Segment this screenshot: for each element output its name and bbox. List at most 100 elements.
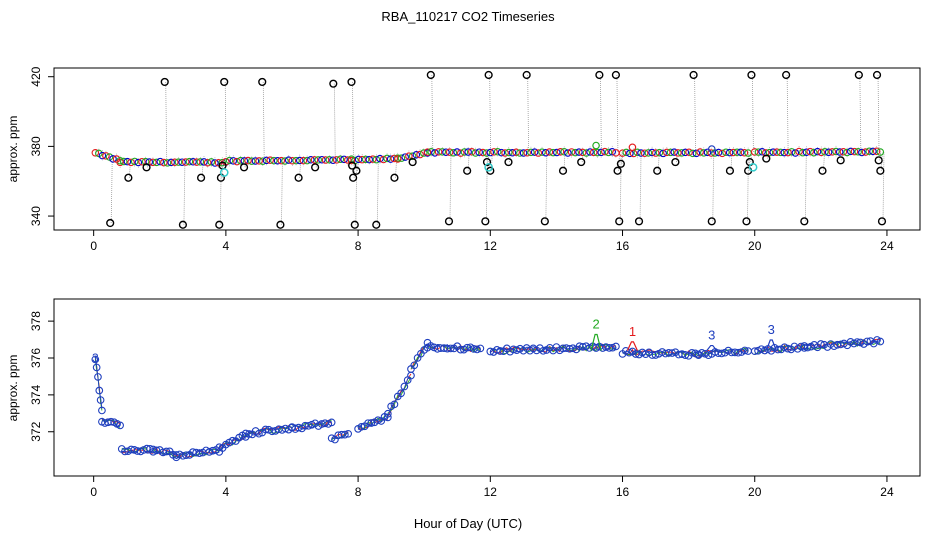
top-outlier-point xyxy=(671,157,680,167)
bottom-series-line-1 xyxy=(490,343,616,354)
top-outlier-point xyxy=(372,220,381,229)
bottom-series-point xyxy=(608,343,617,352)
top-outlier-point xyxy=(215,220,224,229)
top-baseline-point xyxy=(601,147,609,156)
bottom-series-point xyxy=(228,436,237,445)
top-baseline-point xyxy=(516,149,524,157)
bottom-xtick-label: 12 xyxy=(484,485,498,499)
top-outlier-point xyxy=(725,166,735,175)
figure-title: RBA_110217 CO2 Timeseries xyxy=(381,9,555,24)
top-baseline-point xyxy=(670,148,678,156)
top-baseline-point xyxy=(769,148,777,156)
bottom-series-line-3 xyxy=(698,348,749,358)
top-baseline-point xyxy=(340,155,348,164)
top-baseline-point xyxy=(626,149,634,158)
top-baseline-point xyxy=(674,149,682,157)
top-baseline-point xyxy=(666,148,675,157)
bottom-spike-label: 3 xyxy=(708,328,715,343)
top-outlier-connector xyxy=(786,74,789,153)
top-baseline-point xyxy=(608,147,616,156)
bottom-series-point xyxy=(182,451,191,460)
top-baseline-point xyxy=(564,149,572,157)
bottom-ytick-label: 378 xyxy=(29,311,43,331)
top-baseline-point xyxy=(479,148,487,157)
top-baseline-point xyxy=(865,147,874,156)
top-outlier-point xyxy=(481,217,490,226)
top-baseline-point xyxy=(369,155,377,163)
top-baseline-point xyxy=(344,156,352,164)
top-outlier-point xyxy=(874,156,883,165)
top-baseline-point xyxy=(534,149,543,157)
bottom-series-point xyxy=(397,389,405,398)
top-baseline-point xyxy=(284,156,293,164)
top-outlier-connector xyxy=(619,152,622,222)
top-outlier-connector xyxy=(165,81,168,163)
top-baseline-point xyxy=(449,149,458,157)
bottom-series-point xyxy=(383,413,392,422)
top-outlier-point xyxy=(348,161,357,170)
top-outlier-point xyxy=(294,173,303,182)
top-outlier-connector xyxy=(487,152,490,163)
top-baseline-point xyxy=(412,151,421,159)
top-outlier-point xyxy=(613,166,622,175)
top-baseline-point xyxy=(622,148,630,157)
top-baseline-point xyxy=(141,157,150,166)
top-baseline-point xyxy=(207,158,216,166)
top-baseline-point xyxy=(541,149,550,157)
top-baseline-point xyxy=(762,149,770,157)
top-baseline-point xyxy=(229,157,238,165)
top-ytick-label: 380 xyxy=(29,136,43,156)
top-baseline-point xyxy=(185,157,194,166)
top-baseline-point xyxy=(810,148,818,157)
top-baseline-point xyxy=(655,148,664,157)
top-outlier-point xyxy=(876,166,885,175)
top-baseline-point xyxy=(556,148,565,156)
top-baseline-point xyxy=(578,148,587,157)
top-outlier-connector xyxy=(747,152,749,222)
top-outlier-connector xyxy=(616,74,619,153)
top-outlier-point xyxy=(800,217,809,226)
bottom-spike-line xyxy=(626,341,638,351)
top-baseline-point xyxy=(508,148,517,157)
top-baseline-point xyxy=(553,148,561,157)
top-baseline-point xyxy=(582,149,591,157)
top-baseline-point xyxy=(876,148,885,156)
top-outlier-point xyxy=(595,70,604,80)
top-baseline-point xyxy=(386,155,395,163)
top-baseline-point xyxy=(850,147,859,156)
bottom-series-point xyxy=(357,422,366,431)
top-baseline-point xyxy=(597,148,605,157)
top-baseline-point xyxy=(152,158,161,167)
top-outlier-point xyxy=(577,157,586,167)
top-baseline-point xyxy=(754,148,763,156)
top-outlier-connector xyxy=(859,74,862,153)
top-baseline-point xyxy=(677,149,686,157)
top-outlier-point xyxy=(762,154,771,163)
top-baseline-point xyxy=(640,149,649,157)
top-outlier-points xyxy=(106,70,887,229)
bottom-series-point xyxy=(410,361,419,370)
top-baseline-point xyxy=(365,155,374,164)
bottom-series-point xyxy=(717,349,726,358)
bottom-series-point xyxy=(268,427,277,436)
top-xtick-label: 4 xyxy=(223,239,230,253)
top-baseline-point xyxy=(354,155,363,164)
top-baseline-point xyxy=(296,156,304,165)
top-outlier-point xyxy=(742,217,751,226)
top-baseline-point xyxy=(247,157,256,165)
top-xtick-label: 20 xyxy=(748,239,762,253)
top-baseline-point xyxy=(633,148,642,157)
top-baseline-point xyxy=(527,148,535,157)
top-baseline-point xyxy=(858,148,866,157)
top-baseline-point xyxy=(806,147,814,156)
top-baseline-point xyxy=(505,148,513,157)
top-baseline-point xyxy=(255,157,263,165)
bottom-series-point xyxy=(304,421,313,430)
top-calibration-point xyxy=(748,162,758,172)
bottom-series-point xyxy=(162,447,171,456)
bottom-panel: approx. ppm 0 4 8 12 16 20 24 372 374 376 378 2 1 3 3… xyxy=(6,298,921,499)
bottom-xtick-label: 20 xyxy=(748,485,762,499)
top-outlier-point xyxy=(616,159,625,168)
top-plot-frame xyxy=(53,67,921,231)
bottom-series-point xyxy=(96,396,105,404)
